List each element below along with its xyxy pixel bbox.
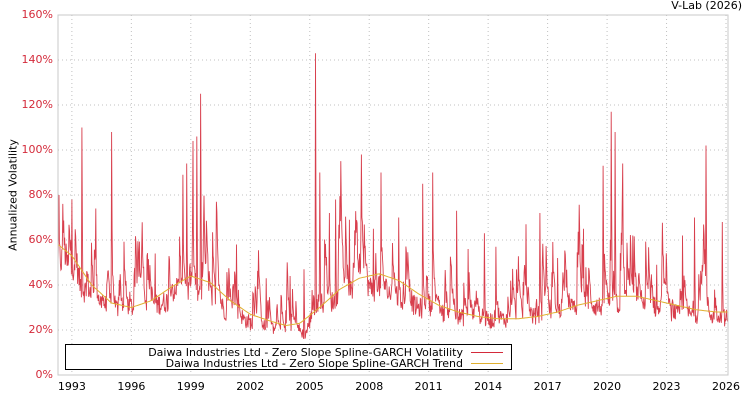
x-tick-label: 2026 [712, 380, 741, 393]
y-tick-label: 40% [28, 278, 53, 291]
x-tick-label: 1996 [117, 380, 146, 393]
x-tick-label: 1993 [57, 380, 86, 393]
legend: Daiwa Industries Ltd - Zero Slope Spline… [65, 344, 512, 370]
y-tick-label: 160% [21, 8, 53, 21]
x-tick-label: 2020 [593, 380, 622, 393]
x-tick-label: 2017 [533, 380, 562, 393]
y-tick-label: 80% [28, 188, 53, 201]
x-tick-label: 2002 [236, 380, 265, 393]
grid-lines [58, 15, 728, 375]
y-tick-label: 20% [28, 323, 53, 336]
y-tick-label: 100% [21, 143, 53, 156]
legend-label: Daiwa Industries Ltd - Zero Slope Spline… [148, 346, 463, 359]
legend-label: Daiwa Industries Ltd - Zero Slope Spline… [165, 357, 463, 370]
y-tick-label: 140% [21, 53, 53, 66]
legend-item-trend: Daiwa Industries Ltd - Zero Slope Spline… [166, 357, 503, 370]
x-tick-label: 2005 [295, 380, 324, 393]
legend-swatch-red [471, 352, 503, 353]
legend-swatch-yellow [471, 363, 503, 364]
y-tick-label: 120% [21, 98, 53, 111]
x-tick-label: 2008 [355, 380, 384, 393]
x-tick-label: 2014 [474, 380, 503, 393]
trend-series [57, 244, 728, 327]
plot-frame [57, 14, 729, 376]
x-tick-label: 1999 [176, 380, 205, 393]
x-tick-label: 2023 [652, 380, 681, 393]
legend-item-volatility: Daiwa Industries Ltd - Zero Slope Spline… [148, 346, 503, 359]
x-tick-label: 2011 [414, 380, 443, 393]
y-tick-label: 0% [35, 368, 53, 381]
chart-credit: V-Lab (2026) [671, 0, 742, 12]
volatility-series [57, 53, 729, 339]
y-tick-label: 60% [28, 233, 53, 246]
